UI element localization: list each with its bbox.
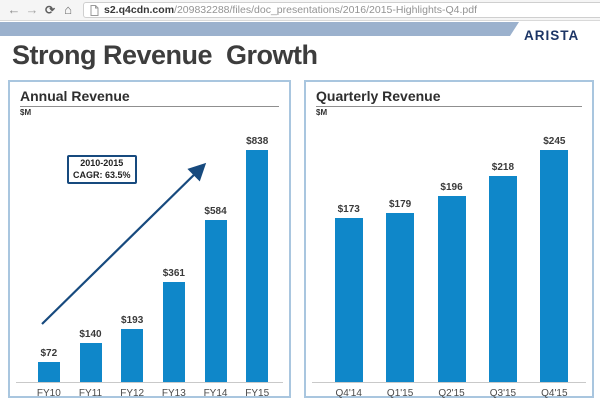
back-icon[interactable]: ←: [7, 2, 21, 17]
refresh-icon[interactable]: ⟳: [44, 3, 56, 17]
browser-toolbar: ← → ⟳ ⌂ s2.q4cdn.com/209832288/files/doc…: [0, 0, 600, 21]
url-path: /209832288/files/doc_presentations/2016/…: [174, 4, 477, 16]
bar: [540, 150, 569, 382]
url-text: s2.q4cdn.com/209832288/files/doc_present…: [104, 4, 477, 16]
callout-line2: CAGR: 63.5%: [73, 169, 131, 180]
bar-group: $584: [195, 206, 237, 382]
bar: [488, 175, 517, 382]
bar-value-label: $245: [543, 136, 566, 147]
chart-title-quarterly: Quarterly Revenue: [316, 88, 441, 104]
bar-group: $193: [111, 315, 153, 382]
x-axis-label: Q2'15: [438, 388, 465, 399]
growth-trend-arrow-icon: [41, 162, 207, 325]
bar-group: $140: [70, 329, 112, 382]
unit-label-quarterly: $M: [316, 108, 328, 117]
bar: [334, 218, 363, 382]
x-axis-label: Q4'15: [541, 388, 568, 399]
annual-bars: $72 $140 $193 $361 $584 $838: [10, 120, 289, 382]
slide-title: Strong Revenue Growth: [12, 40, 318, 70]
chart-title-annual: Annual Revenue: [20, 88, 130, 104]
bar-value-label: $196: [440, 182, 463, 194]
quarterly-x-labels: Q4'14 Q1'15 Q2'15 Q3'15 Q4'15: [306, 383, 592, 399]
bar: [437, 196, 466, 382]
document-icon: [90, 4, 99, 16]
bar: [79, 343, 102, 382]
annual-x-labels: FY10 FY11 FY12 FY13 FY14 FY15: [10, 383, 289, 399]
bar: [386, 212, 415, 382]
bar-value-label: $584: [204, 206, 227, 218]
bar-group: $218: [477, 162, 528, 382]
x-axis-label: FY10: [36, 388, 61, 399]
chart-panels: Annual Revenue $M 2010-2015 CAG: [8, 80, 594, 399]
bar: [37, 362, 60, 382]
quarterly-bars: $173 $179 $196 $218 $245: [306, 120, 592, 382]
x-axis-label: Q1'15: [386, 388, 414, 399]
bar-value-label: $193: [121, 314, 144, 326]
x-axis-line: [16, 382, 283, 383]
bar-group: $196: [426, 182, 477, 382]
url-domain: s2.q4cdn.com: [104, 4, 175, 16]
quarterly-revenue-chart: $173 $179 $196 $218 $245 Q4'14 Q1'15 Q2'15 Q3'1…: [306, 120, 592, 399]
x-axis-line: [312, 382, 586, 383]
header-banner: [0, 22, 519, 36]
bar: [204, 220, 227, 382]
forward-icon[interactable]: →: [25, 2, 39, 17]
cagr-callout: 2010-2015 CAGR: 63.5%: [67, 155, 137, 185]
quarterly-revenue-panel: Quarterly Revenue $M $173 $179 $196 $218 $24…: [304, 80, 594, 399]
bar-value-label: $179: [388, 198, 412, 210]
x-axis-label: FY11: [78, 388, 103, 399]
bar-group: $173: [323, 204, 374, 382]
x-axis-label: FY15: [245, 388, 270, 399]
address-bar[interactable]: s2.q4cdn.com/209832288/files/doc_present…: [83, 2, 600, 18]
x-axis-label: FY12: [120, 388, 145, 399]
heading-rule: [316, 106, 582, 107]
bar-group: $72: [28, 348, 70, 382]
bar-value-label: $838: [246, 136, 269, 147]
bar-group: $179: [374, 198, 425, 382]
bar-value-label: $72: [40, 348, 58, 360]
callout-line1: 2010-2015: [80, 158, 124, 168]
bar: [246, 150, 269, 382]
bar-group: $245: [529, 136, 580, 382]
x-axis-label: FY13: [161, 388, 186, 399]
pdf-slide: ARISTA Strong Revenue Growth Annual Reve…: [0, 21, 600, 413]
bar-value-label: $361: [162, 268, 185, 280]
home-icon[interactable]: ⌂: [64, 2, 72, 17]
bar-value-label: $140: [79, 329, 102, 341]
bar-value-label: $173: [337, 204, 360, 216]
annual-revenue-chart: 2010-2015 CAGR: 63.5% $72 $140 $193 $361 $58…: [10, 120, 289, 399]
x-axis-label: Q3'15: [489, 388, 517, 399]
x-axis-label: FY14: [203, 388, 228, 399]
bar: [121, 328, 144, 382]
arista-logo: ARISTA: [524, 28, 580, 43]
annual-revenue-panel: Annual Revenue $M 2010-2015 CAG: [8, 80, 291, 399]
bar-group: $361: [153, 268, 195, 382]
bar-value-label: $218: [491, 161, 515, 173]
bar: [162, 282, 185, 382]
heading-rule: [20, 106, 279, 107]
bar-group: $838: [236, 136, 278, 382]
unit-label-annual: $M: [20, 108, 32, 117]
x-axis-label: Q4'14: [335, 388, 362, 399]
